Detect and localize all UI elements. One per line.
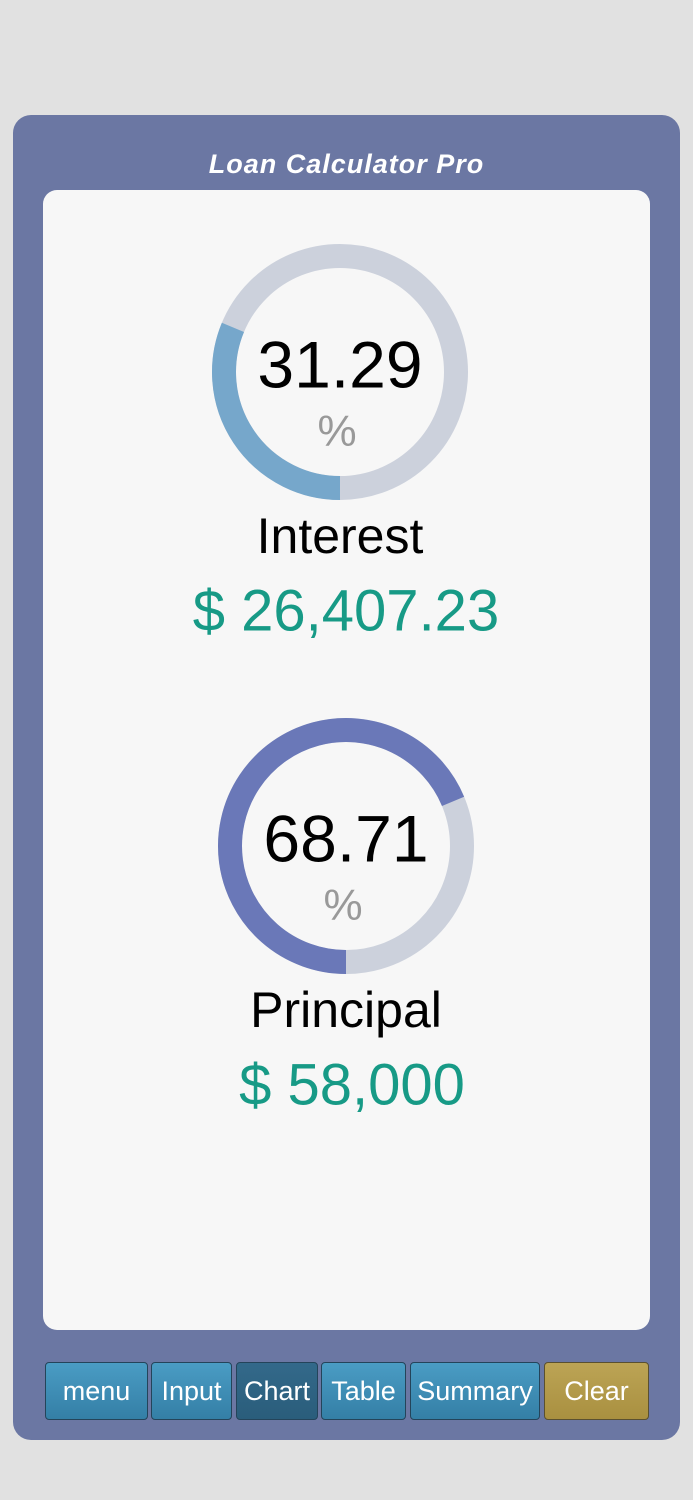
chart-card: 31.29% Interest $ 26,407.23 68.71% Principal… [43,190,650,1330]
toolbar-button[interactable]: Input [151,1362,232,1420]
gauge-value: 68.71 [263,801,428,875]
gauge-arc [212,322,341,500]
toolbar-button[interactable]: Chart [236,1362,318,1420]
gauge-amount: $ 58,000 [239,1052,465,1117]
app-panel: Loan Calculator Pro 31.29% Interest $ 26,4… [13,115,680,1440]
gauge-unit: % [323,881,362,930]
toolbar-button[interactable]: Summary [410,1362,540,1420]
gauge-unit: % [317,407,356,456]
toolbar-button[interactable]: Table [321,1362,406,1420]
gauge-amount: $ 26,407.23 [193,578,499,643]
gauge-label: Interest [257,508,424,564]
toolbar-button[interactable]: Clear [544,1362,649,1420]
app-title: Loan Calculator Pro [208,149,485,179]
gauge-arc [218,718,465,974]
gauges: 31.29% Interest $ 26,407.23 68.71% Principal… [193,244,499,1117]
gauge-value: 31.29 [257,327,422,401]
gauge-label: Principal [250,982,442,1038]
toolbar-button[interactable]: menu [45,1362,148,1420]
